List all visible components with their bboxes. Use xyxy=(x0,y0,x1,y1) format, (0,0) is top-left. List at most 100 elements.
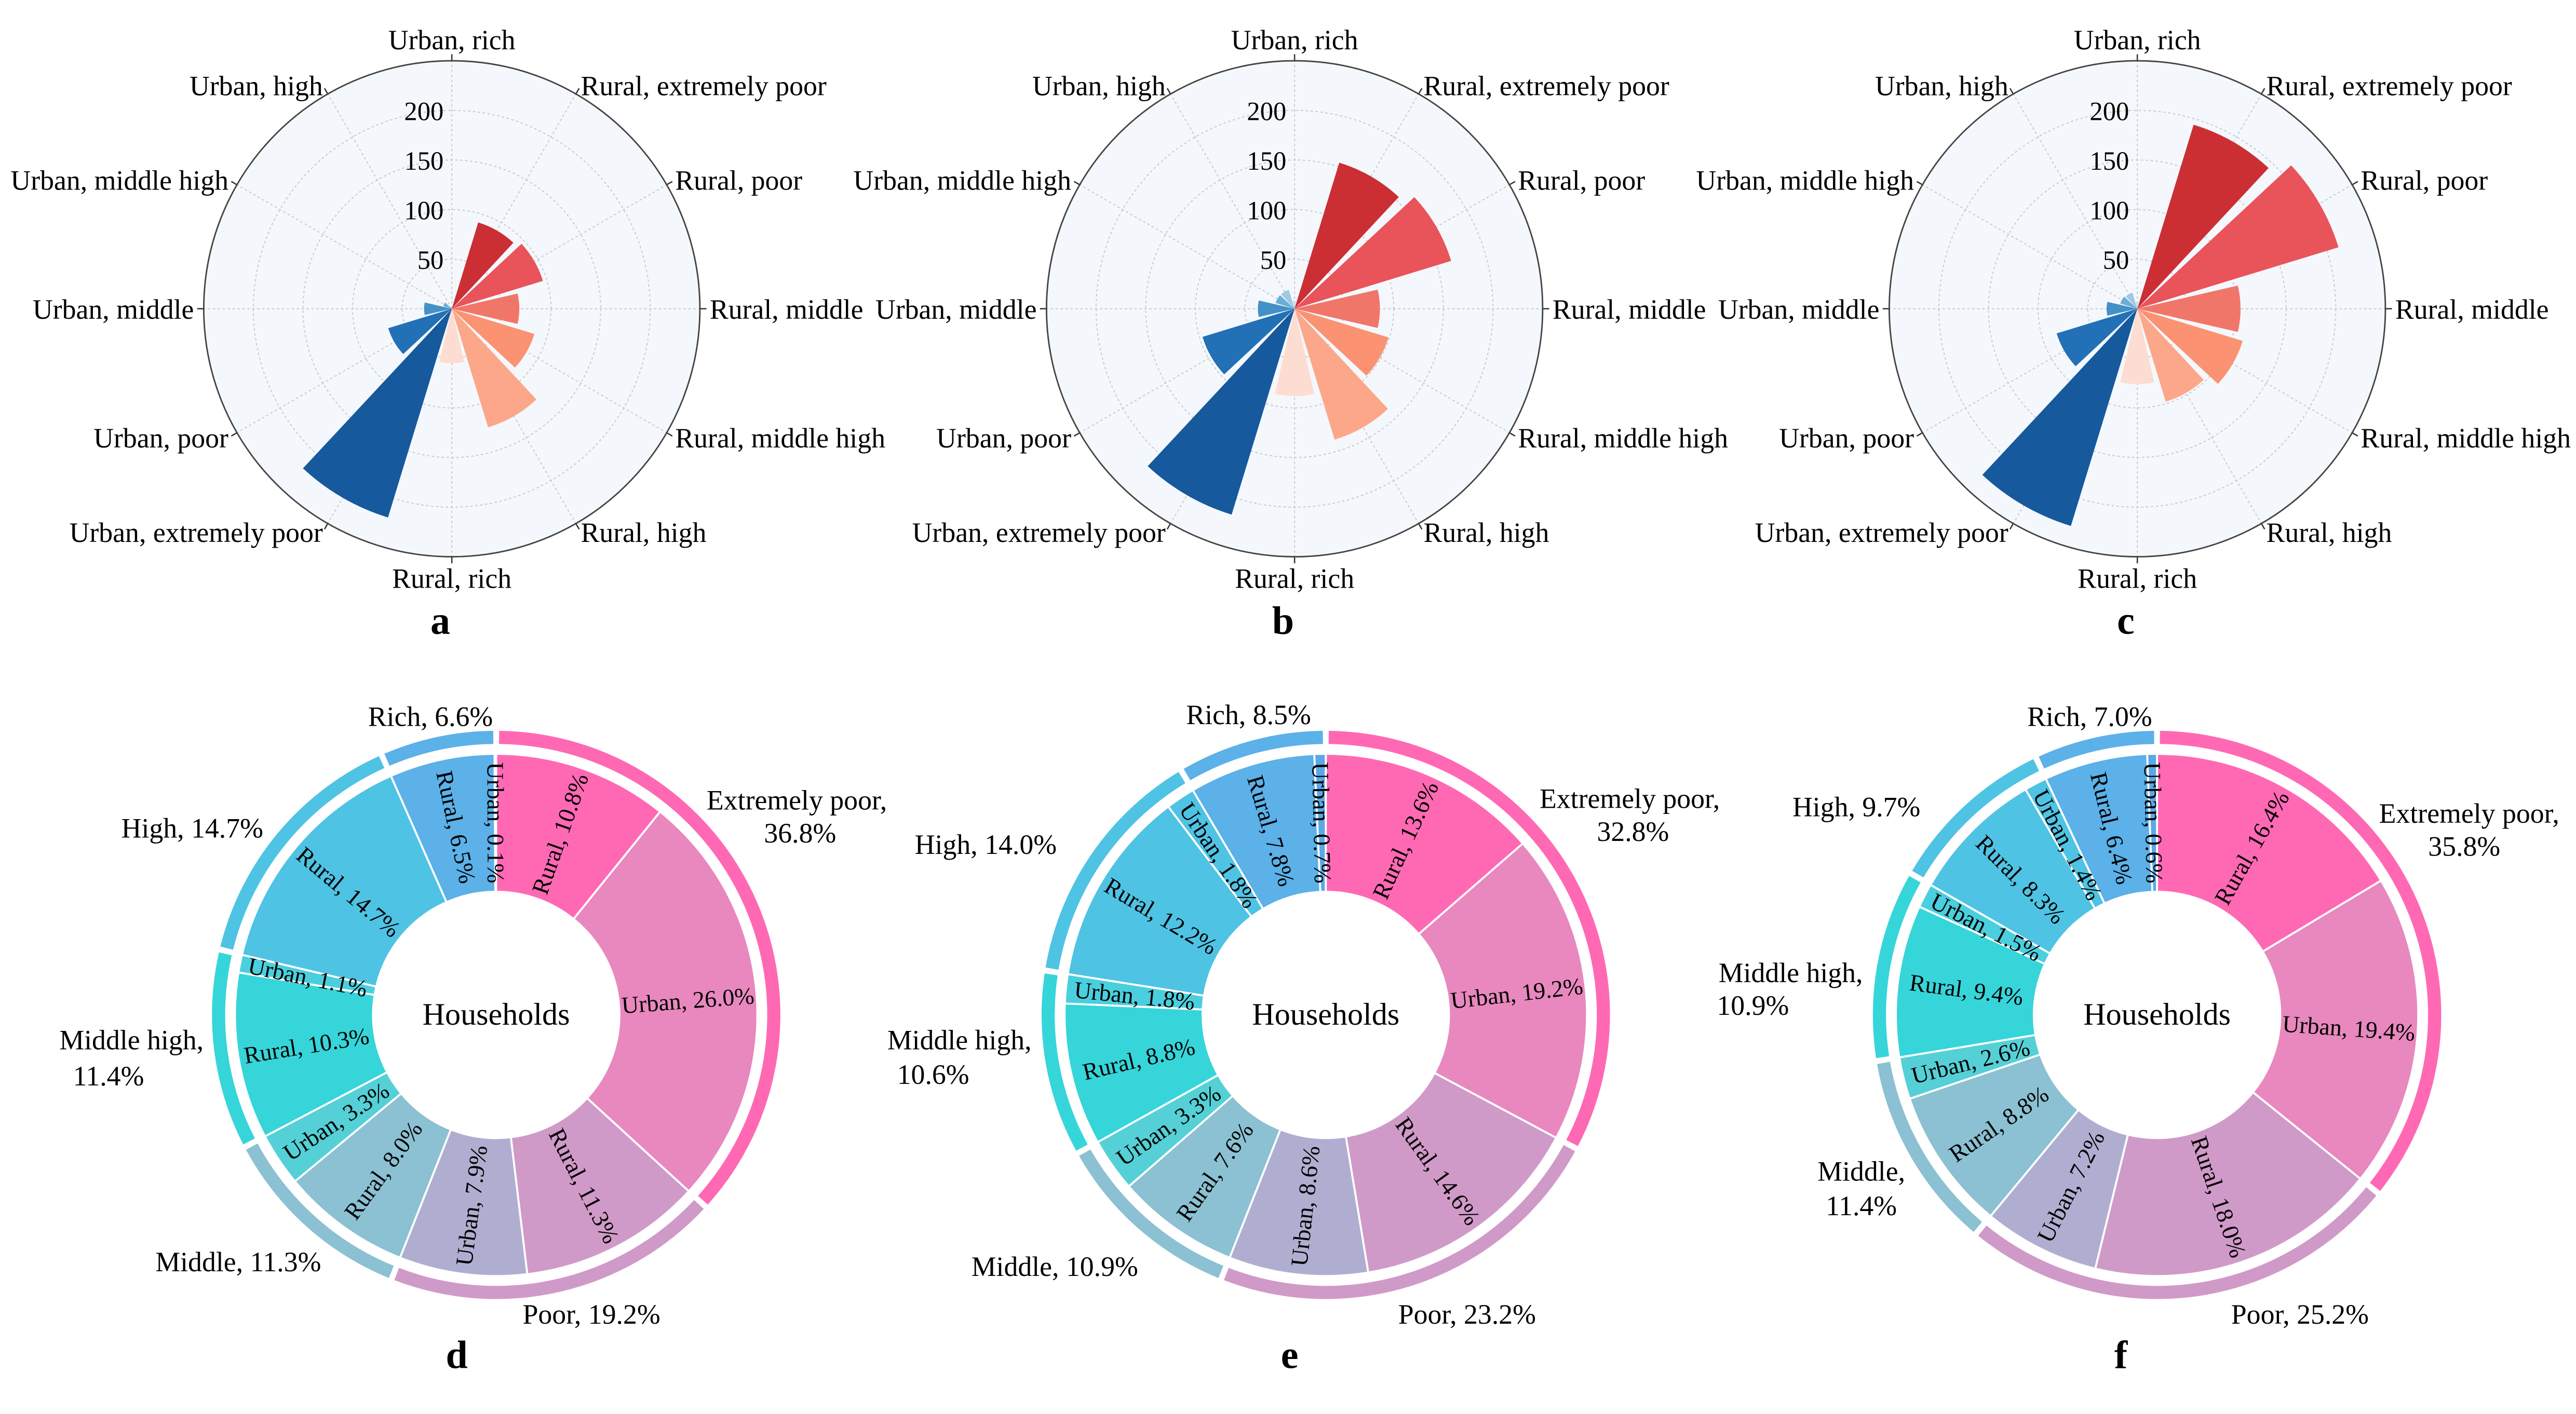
polar-bar xyxy=(1294,289,1380,328)
angular-tick xyxy=(1916,432,1923,437)
group-label: 35.8% xyxy=(2428,831,2500,862)
category-label: Urban, middle high xyxy=(10,165,228,196)
polar-bar xyxy=(303,308,452,518)
group-ring-arc xyxy=(1978,1187,2377,1299)
group-label: Middle high, xyxy=(59,1025,204,1056)
category-label: Rural, poor xyxy=(2361,165,2488,196)
polar-bar xyxy=(1294,197,1451,309)
donut-slice xyxy=(1344,1071,1558,1274)
angular-tick xyxy=(1509,181,1516,186)
category-label: Rural, poor xyxy=(675,165,802,196)
polar-bar xyxy=(2137,308,2243,384)
group-label: Extremely poor, xyxy=(1540,783,1720,814)
group-label: Middle high, xyxy=(887,1025,1032,1056)
radial-tick-label: 150 xyxy=(2089,146,2129,175)
radial-tick-label: 50 xyxy=(1260,246,1287,275)
angular-tick xyxy=(2260,523,2265,530)
group-ring-arc xyxy=(1912,759,2039,878)
angular-gridline xyxy=(2013,93,2138,309)
group-label: Middle, xyxy=(1817,1156,1905,1187)
group-label: Poor, 23.2% xyxy=(1398,1299,1536,1330)
donut-chart-e: Rural, 13.6%Urban, 19.2%Rural, 14.6%Urba… xyxy=(887,699,1720,1377)
angular-tick xyxy=(1166,523,1171,530)
group-ring-arc xyxy=(1183,730,1323,781)
radial-tick-label: 200 xyxy=(2089,97,2129,126)
category-label: Rural, extremely poor xyxy=(581,71,827,102)
group-label: Middle, 10.9% xyxy=(972,1251,1138,1282)
donut-center-label: Households xyxy=(2083,997,2231,1032)
donut-slice xyxy=(495,753,662,921)
donut-chart-f: Rural, 16.4%Urban, 19.4%Rural, 18.0%Urba… xyxy=(1717,701,2559,1377)
donut-slice xyxy=(1228,1128,1370,1277)
group-label: Poor, 25.2% xyxy=(2231,1299,2369,1330)
angular-gridline xyxy=(1170,93,1295,309)
polar-bar xyxy=(1294,162,1399,309)
group-label: Poor, 19.2% xyxy=(522,1299,660,1330)
donut-slice xyxy=(572,810,759,1193)
group-ring-arc xyxy=(1079,1149,1224,1278)
polar-bar xyxy=(2106,302,2138,316)
angular-tick xyxy=(323,523,329,530)
polar-bar xyxy=(388,308,452,355)
category-label: Urban, poor xyxy=(93,423,228,454)
panel-label: f xyxy=(2114,1333,2128,1377)
polar-bar xyxy=(2137,285,2241,332)
category-label: Urban, middle high xyxy=(853,165,1071,196)
polar-bar xyxy=(2137,125,2269,309)
slice-label: Urban, 0.6% xyxy=(2139,762,2167,883)
radial-tick-label: 50 xyxy=(417,246,444,275)
group-label: Rich, 7.0% xyxy=(2027,701,2152,732)
angular-tick xyxy=(575,523,580,530)
angular-tick xyxy=(1916,181,1923,186)
donut-slice xyxy=(2251,879,2420,1180)
polar-bar xyxy=(1292,301,1297,309)
group-ring-arc xyxy=(1045,772,1185,970)
angular-gridline xyxy=(236,184,452,309)
group-label: 36.8% xyxy=(764,818,836,849)
polar-bar xyxy=(424,302,452,315)
angular-tick xyxy=(2009,88,2014,94)
category-label: Rural, middle high xyxy=(675,423,885,454)
category-label: Rural, rich xyxy=(2078,563,2197,594)
polar-bar xyxy=(2136,302,2139,309)
polar-bar xyxy=(452,308,535,368)
category-label: Rural, middle high xyxy=(2361,423,2571,454)
polar-bar xyxy=(2126,292,2138,309)
category-label: Rural, poor xyxy=(1518,165,1645,196)
angular-tick xyxy=(666,432,673,437)
group-ring-arc xyxy=(212,952,255,1145)
polar-bar xyxy=(452,308,537,428)
category-label: Rural, extremely poor xyxy=(1424,71,1669,102)
donut-slice xyxy=(234,971,389,1138)
group-label: Rich, 6.6% xyxy=(368,701,493,732)
angular-tick xyxy=(323,88,329,94)
donut-slice xyxy=(2156,753,2383,953)
polar-bar xyxy=(1982,308,2138,526)
donut-slice xyxy=(2094,1091,2362,1277)
angular-gridline xyxy=(1079,184,1295,309)
category-label: Rural, extremely poor xyxy=(2267,71,2512,102)
polar-bar xyxy=(1202,308,1295,375)
category-label: Rural, rich xyxy=(392,563,511,594)
donut-slice xyxy=(1895,905,2046,1059)
panel-label: e xyxy=(1281,1333,1299,1377)
donut-slice xyxy=(1313,753,1327,893)
polar-chart-c: 50 100 150 200 Urban, rich Rural, extremely p… xyxy=(1696,24,2571,643)
polar-bar xyxy=(2137,165,2339,309)
category-label: Urban, extremely poor xyxy=(1755,517,2008,548)
angular-tick xyxy=(1418,88,1423,94)
radial-tick-label: 100 xyxy=(1247,196,1286,225)
group-label: High, 14.0% xyxy=(915,829,1057,860)
angular-tick xyxy=(1073,181,1081,186)
panel-label: d xyxy=(446,1333,468,1377)
radial-tick-label: 150 xyxy=(1247,146,1286,175)
category-label: Urban, middle xyxy=(33,294,194,325)
category-label: Urban, high xyxy=(1875,71,2008,102)
angular-tick xyxy=(1166,88,1171,94)
donut-slice xyxy=(493,753,497,893)
group-label: 10.9% xyxy=(1717,990,1789,1021)
angular-tick xyxy=(1418,523,1423,530)
donut-chart-d: Rural, 10.8%Urban, 26.0%Rural, 11.3%Urba… xyxy=(59,701,887,1377)
polar-bar xyxy=(452,293,520,324)
polar-bar xyxy=(2120,308,2154,385)
